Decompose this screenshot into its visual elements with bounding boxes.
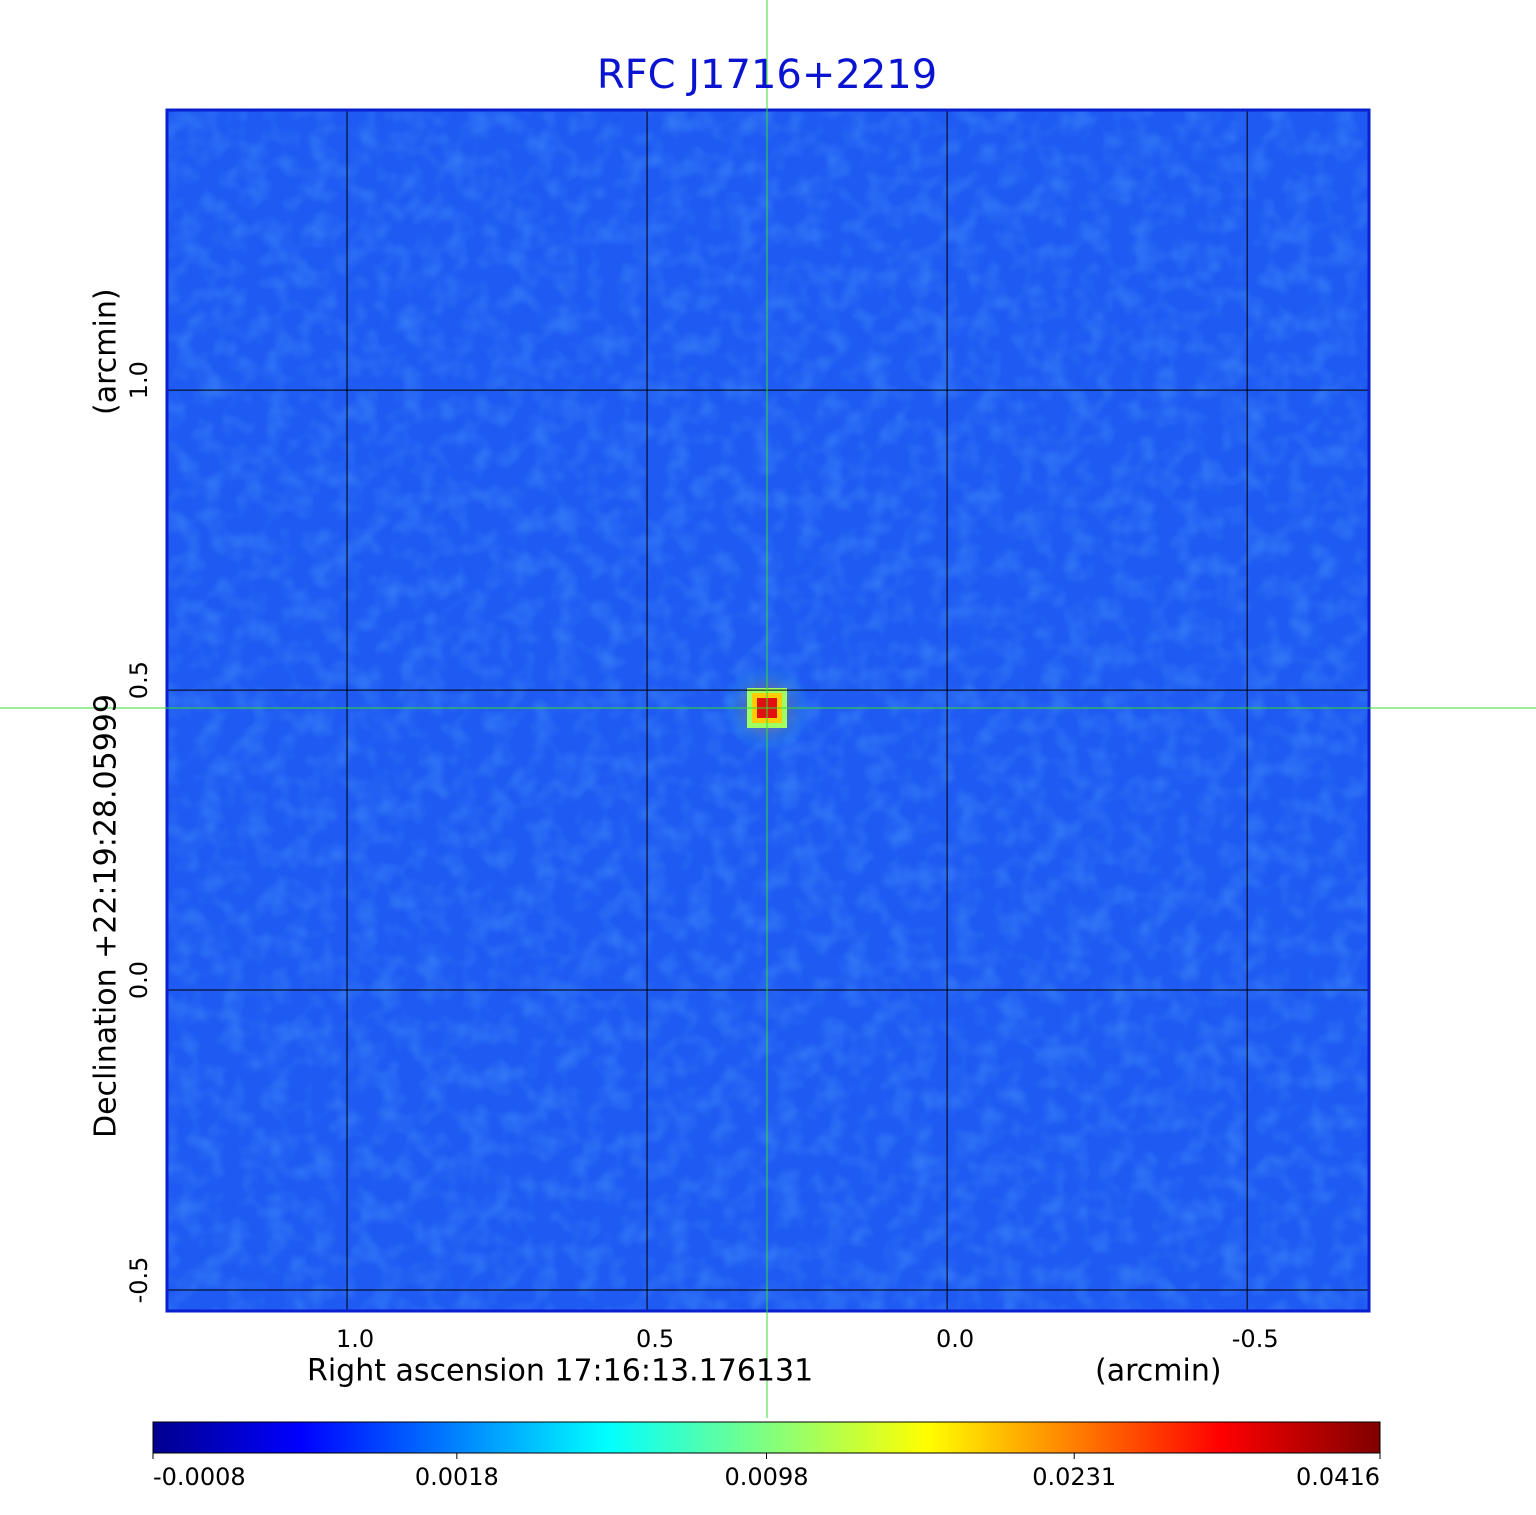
- plot-frame: [165, 108, 1371, 1313]
- colorbar: [152, 1421, 1381, 1454]
- colorbar-tick-label: -0.0008: [153, 1463, 246, 1491]
- x-tick-label: 0.5: [636, 1325, 674, 1353]
- chart-title: RFC J1716+2219: [597, 52, 937, 98]
- y-tick-label: -0.5: [125, 1257, 153, 1304]
- y-tick-label: 0.5: [125, 661, 153, 699]
- colorbar-tick-label: 0.0098: [725, 1463, 809, 1491]
- y-tick-label: 0.0: [125, 961, 153, 999]
- grid: [167, 110, 1369, 1311]
- x-axis-label: Right ascension 17:16:13.176131: [307, 1354, 813, 1389]
- y-tick-label: 1.0: [125, 361, 153, 399]
- y-axis-label: Declination +22:19:28.05999: [89, 694, 124, 1138]
- colorbar-tick-label: 0.0018: [415, 1463, 499, 1491]
- x-tick-label: -0.5: [1232, 1325, 1279, 1353]
- y-axis-unit: (arcmin): [89, 288, 124, 415]
- colorbar-tick-label: 0.0416: [1296, 1463, 1380, 1491]
- x-tick-label: 1.0: [336, 1325, 374, 1353]
- x-axis-unit: (arcmin): [1095, 1354, 1222, 1389]
- x-tick-label: 0.0: [936, 1325, 974, 1353]
- colorbar-tick-label: 0.0231: [1032, 1463, 1116, 1491]
